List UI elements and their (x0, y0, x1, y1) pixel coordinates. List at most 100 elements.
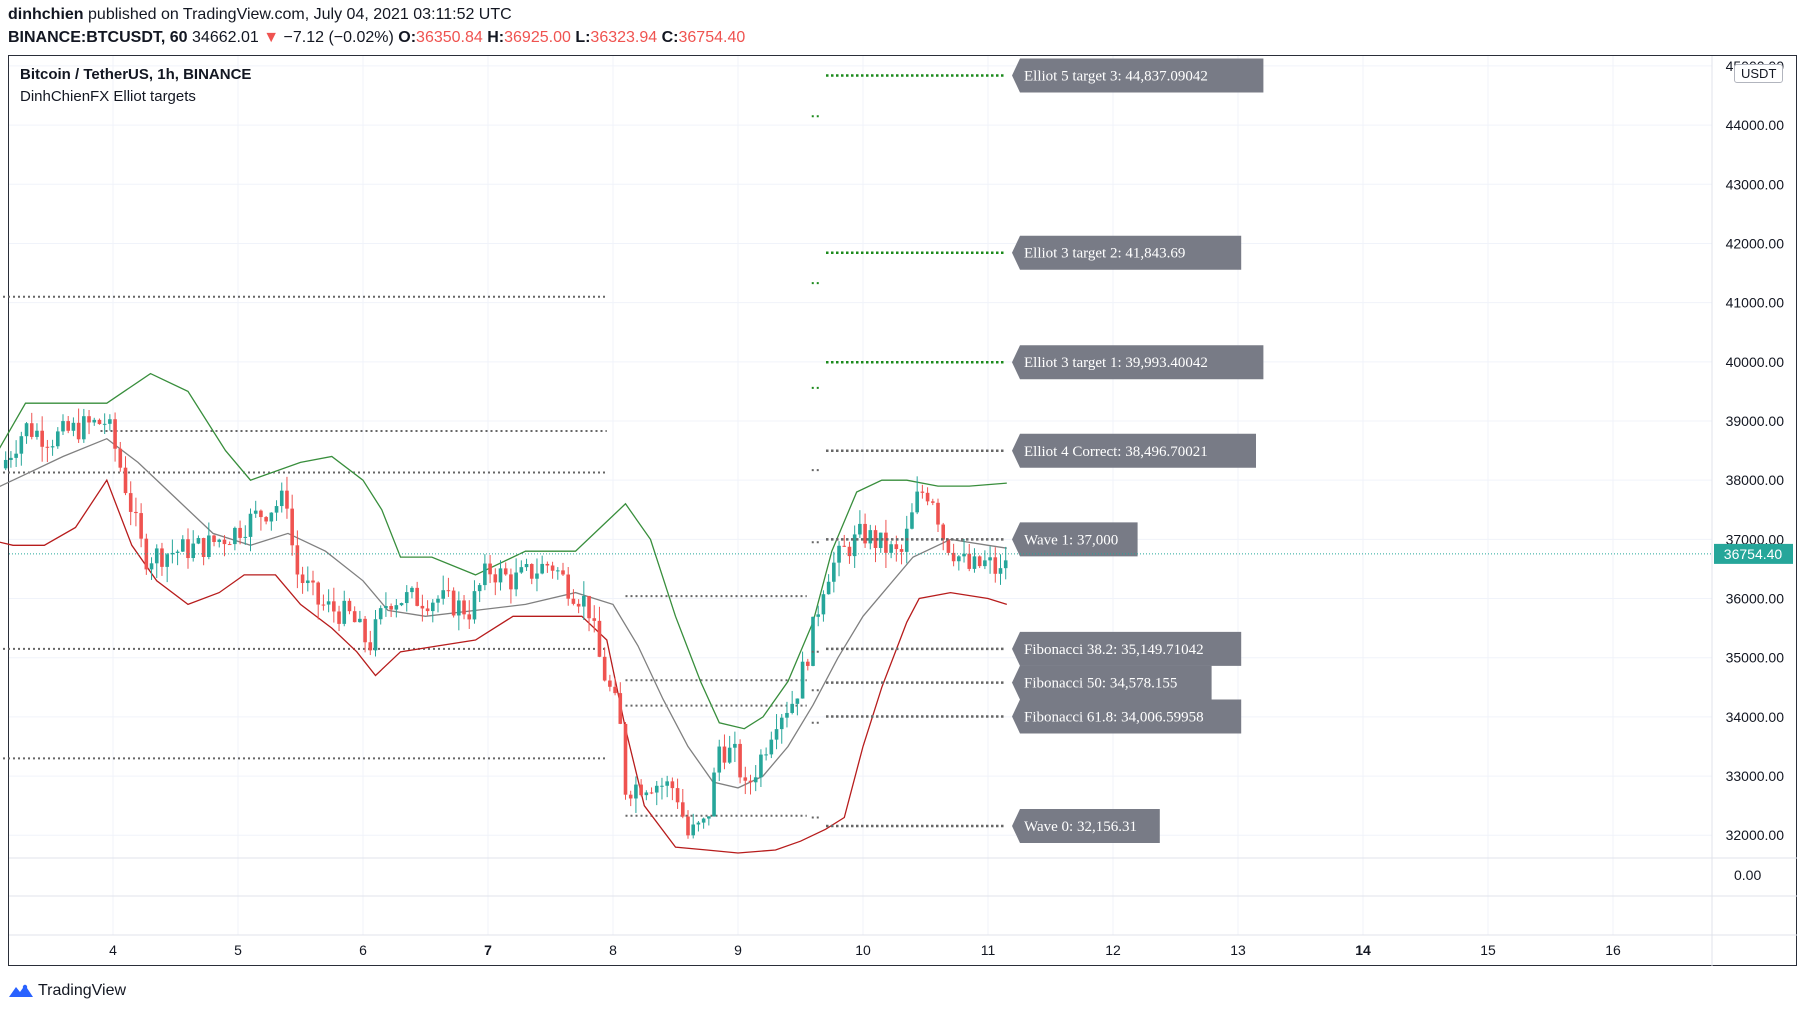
candle (326, 601, 331, 605)
y-tick-label: 40000.00 (1726, 354, 1785, 370)
candle (873, 530, 878, 548)
tradingview-logo-icon (9, 984, 33, 997)
candle (832, 562, 836, 582)
candle (40, 430, 44, 447)
candle (238, 527, 242, 538)
candle (639, 784, 643, 796)
candle (108, 419, 112, 424)
candle (436, 598, 440, 603)
candle (790, 703, 794, 713)
candle (24, 423, 29, 437)
candle (342, 600, 347, 624)
candle (498, 568, 503, 583)
candle (253, 510, 258, 514)
open-value: 36350.84 (416, 29, 483, 46)
candle (535, 573, 539, 579)
candle (644, 792, 649, 796)
footer-brand[interactable]: TradingView (8, 982, 126, 1000)
candle (712, 772, 716, 817)
elliott-target-label-box (1012, 58, 1264, 93)
candle (243, 536, 248, 538)
candle (92, 419, 97, 423)
candle (488, 563, 492, 575)
candle (368, 642, 373, 651)
candle (55, 431, 60, 447)
candle (430, 602, 435, 612)
candle (529, 564, 534, 579)
candle (597, 620, 602, 657)
candle (743, 777, 748, 781)
candle (972, 556, 977, 569)
candle (785, 712, 789, 718)
candle (566, 574, 571, 599)
candle (983, 560, 987, 567)
candle (977, 556, 982, 567)
candle (503, 568, 508, 575)
candle (842, 545, 847, 547)
candle (514, 572, 518, 590)
x-tick-label: 10 (855, 942, 871, 958)
candle (378, 608, 383, 620)
candle (613, 686, 617, 694)
ohlc-info: BINANCE:BTCUSDT, 60 34662.01 ▼ −7.12 (−0… (8, 29, 745, 47)
y-tick-label: 33000.00 (1726, 768, 1785, 784)
candle (337, 611, 341, 624)
elliott-target-label: Elliot 5 target 3: 44,837.09042 (1024, 69, 1208, 85)
close-label: C: (661, 29, 679, 46)
candle (389, 605, 393, 610)
low-label: L: (575, 29, 591, 46)
candle (680, 802, 685, 817)
candle (665, 781, 669, 786)
candle (483, 563, 487, 586)
candle (894, 544, 899, 550)
candle (660, 785, 664, 787)
candle (352, 611, 357, 623)
candle (993, 557, 998, 574)
candle (550, 565, 555, 571)
candle (66, 421, 71, 431)
candle (998, 568, 1003, 574)
candle (759, 754, 763, 778)
candle (634, 784, 638, 799)
chart-frame (8, 55, 1797, 966)
candle (415, 587, 419, 606)
candle (290, 508, 294, 546)
x-tick-label: 12 (1105, 942, 1121, 958)
candle (863, 523, 867, 544)
author-name[interactable]: dinhchien (8, 6, 84, 23)
candle (180, 539, 185, 552)
candle (332, 601, 336, 612)
lower-pane-tick-label: 0.00 (1734, 867, 1761, 883)
candle (87, 416, 91, 423)
candle (160, 548, 164, 567)
last-price-tag (1714, 543, 1793, 564)
candle (707, 816, 711, 819)
candle (311, 580, 315, 583)
elliott-target-label: Elliot 3 target 1: 39,993.40042 (1024, 355, 1208, 371)
candle (97, 419, 102, 425)
candle (1003, 560, 1008, 569)
candle (128, 493, 133, 512)
candle (571, 598, 576, 604)
candle (899, 549, 904, 552)
candle (587, 595, 591, 619)
currency-unit-button[interactable]: USDT (1734, 64, 1784, 83)
candle (123, 467, 128, 494)
last-price: 34662.01 (192, 29, 259, 46)
candle (816, 614, 821, 617)
high-label: H: (487, 29, 505, 46)
elliott-target-label-box (1012, 699, 1242, 734)
candle (191, 543, 196, 559)
candle (347, 600, 352, 612)
candle (733, 743, 737, 748)
candle (462, 600, 466, 615)
candle (618, 693, 623, 724)
y-tick-label: 37000.00 (1726, 531, 1785, 547)
candle (217, 539, 222, 542)
elliott-target-label: Fibonacci 38.2: 35,149.71042 (1024, 642, 1204, 658)
candle (248, 513, 253, 537)
candle (295, 545, 300, 575)
candle (305, 580, 310, 584)
candle (274, 506, 279, 513)
